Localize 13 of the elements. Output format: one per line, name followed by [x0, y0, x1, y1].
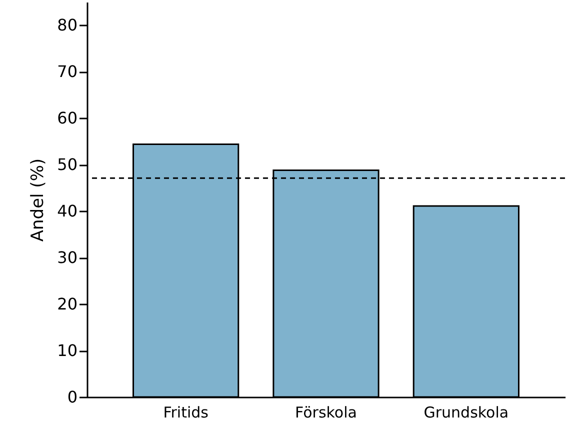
y-tick-label: 50 — [57, 155, 78, 174]
y-tick-label: 30 — [57, 248, 78, 268]
x-tick-label: Grundskola — [424, 404, 509, 422]
y-axis-title: Andel (%) — [28, 158, 48, 242]
x-tick-label: Förskola — [295, 404, 357, 422]
y-tick-label: 10 — [57, 341, 78, 360]
y-tick-label: 70 — [57, 62, 78, 82]
y-tick-label: 20 — [57, 294, 78, 314]
y-tick-label: 80 — [57, 16, 78, 35]
y-tick-label: 40 — [57, 202, 78, 221]
x-tick-label: Fritids — [163, 404, 209, 422]
y-tick-label: 60 — [57, 108, 78, 128]
y-tick-label: 0 — [67, 388, 78, 406]
